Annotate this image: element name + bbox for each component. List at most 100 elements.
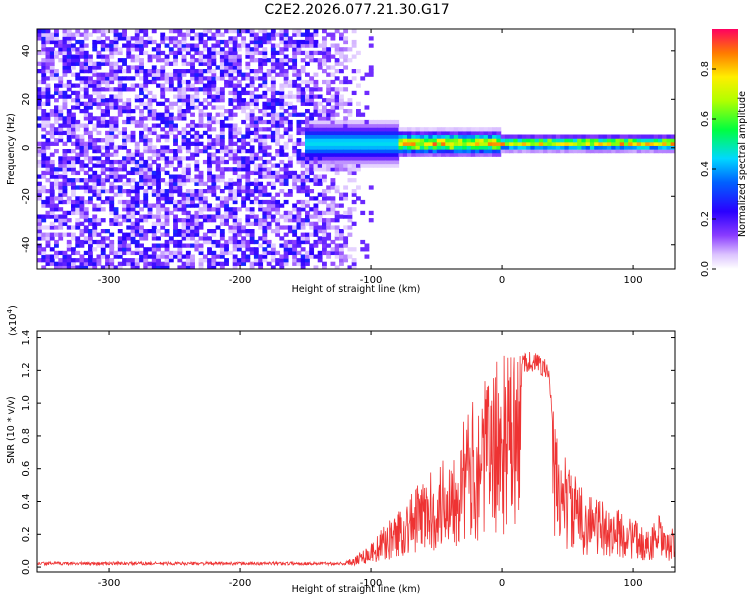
spectrogram-cell: [496, 127, 502, 132]
spectrogram-cell: [173, 36, 178, 41]
spectrogram-cell: [117, 229, 123, 234]
spectrogram-cell: [296, 149, 302, 154]
spectrogram-cell: [211, 156, 217, 161]
spectrogram-cell: [339, 130, 344, 136]
spectrogram-cell: [79, 159, 85, 165]
spectrogram-cell: [147, 229, 153, 234]
spectrogram-cell: [100, 87, 106, 92]
spectrogram-cell: [181, 47, 187, 52]
spectrogram-cell: [279, 261, 285, 266]
spectrogram-cell: [232, 58, 238, 63]
spectrogram-cell: [139, 90, 144, 96]
spectrogram-cell: [54, 225, 59, 230]
spectrogram-cell: [249, 207, 255, 212]
spectrogram-cell: [270, 50, 276, 56]
spectrogram-cell: [37, 159, 42, 165]
spectrogram-cell: [373, 141, 378, 146]
spectrogram-cell: [45, 50, 51, 56]
spectrogram-cell: [122, 199, 127, 205]
spectrogram-cell: [143, 258, 149, 263]
snr-x-label: Height of straight line (km): [292, 584, 421, 595]
spectrogram-cell: [37, 152, 42, 157]
spectrogram-cell: [322, 243, 327, 248]
spectrogram-cell: [305, 134, 310, 139]
spectrogram-cell: [100, 54, 106, 59]
spectrogram-cell: [96, 90, 102, 96]
spectrogram-cell: [202, 214, 208, 219]
spectrogram-cell: [219, 247, 225, 252]
spectrogram-cell: [168, 178, 174, 183]
spectrogram-cell: [300, 163, 306, 168]
spectrogram-cell: [300, 94, 306, 99]
spectrogram-cell: [100, 207, 106, 212]
spectrogram-cell: [224, 243, 229, 248]
spectrogram-cell: [194, 163, 200, 168]
spectrogram-cell: [262, 29, 268, 34]
spectrogram-cell: [283, 32, 289, 37]
spectrogram-cell: [347, 145, 353, 150]
spectrogram-cell: [228, 138, 234, 143]
spectrogram-cell: [37, 50, 42, 56]
spectrogram-cell: [126, 178, 132, 183]
spectrogram-cell: [262, 112, 268, 117]
spectrogram-cell: [54, 76, 59, 81]
spectrogram-cell: [326, 221, 332, 226]
spectrogram-cell: [100, 178, 106, 183]
spectrogram-cell: [364, 149, 370, 154]
spectrogram-cell: [283, 94, 289, 99]
spectrogram-cell: [211, 61, 217, 66]
spectrogram-cell: [411, 138, 417, 143]
spectrogram-cell: [236, 221, 242, 226]
spectrogram-cell: [173, 225, 178, 230]
spectrogram-cell: [58, 258, 64, 263]
spectrogram-cell: [130, 83, 136, 88]
spectrogram-cell: [181, 90, 187, 96]
spectrogram-cell: [66, 138, 72, 143]
spectrogram-cell: [305, 199, 310, 205]
spectrogram-cell: [343, 149, 349, 154]
spectrogram-cell: [49, 167, 55, 172]
spectrogram-cell: [164, 134, 170, 139]
spectrogram-cell: [236, 178, 242, 183]
spectrogram-ytick-label: -40: [21, 237, 32, 253]
spectrogram-cell: [309, 221, 315, 226]
spectrogram-cell: [279, 61, 285, 66]
spectrogram-cell: [96, 189, 102, 194]
spectrogram-cell: [279, 94, 285, 99]
spectrogram-cell: [262, 170, 268, 176]
spectrogram-cell: [71, 123, 76, 128]
spectrogram-cell: [253, 127, 259, 132]
spectrogram-cell: [249, 79, 255, 85]
spectrogram-cell: [181, 134, 187, 139]
spectrogram-cell: [173, 54, 178, 59]
spectrogram-cell: [475, 130, 480, 136]
spectrogram-cell: [100, 247, 106, 252]
spectrogram-cell: [296, 112, 302, 117]
spectrogram-cell: [83, 210, 89, 216]
spectrogram-cell: [113, 39, 119, 45]
spectrogram-cell: [177, 258, 183, 263]
spectrogram-cell: [232, 265, 238, 269]
spectrogram-cell: [147, 109, 153, 114]
spectrogram-cell: [156, 116, 161, 121]
spectrogram-cell: [198, 134, 204, 139]
spectrogram-cell: [347, 214, 353, 219]
spectrogram-cell: [96, 83, 102, 88]
spectrogram-cell: [45, 87, 51, 92]
spectrogram-cell: [432, 127, 438, 132]
spectrogram-cell: [83, 181, 89, 186]
spectrogram-cell: [168, 29, 174, 34]
spectrogram-cell: [211, 159, 217, 165]
spectrogram-cell: [96, 221, 102, 226]
spectrogram-cell: [130, 167, 136, 172]
spectrogram-cell: [390, 149, 395, 154]
spectrogram-cell: [92, 258, 98, 263]
spectrogram-cell: [305, 123, 310, 128]
spectrogram-cell: [198, 76, 204, 81]
spectrogram-cell: [560, 138, 566, 143]
spectrogram-cell: [470, 127, 476, 132]
spectrogram-cell: [249, 138, 255, 143]
spectrogram-cell: [347, 134, 353, 139]
spectrogram-cell: [415, 130, 421, 136]
